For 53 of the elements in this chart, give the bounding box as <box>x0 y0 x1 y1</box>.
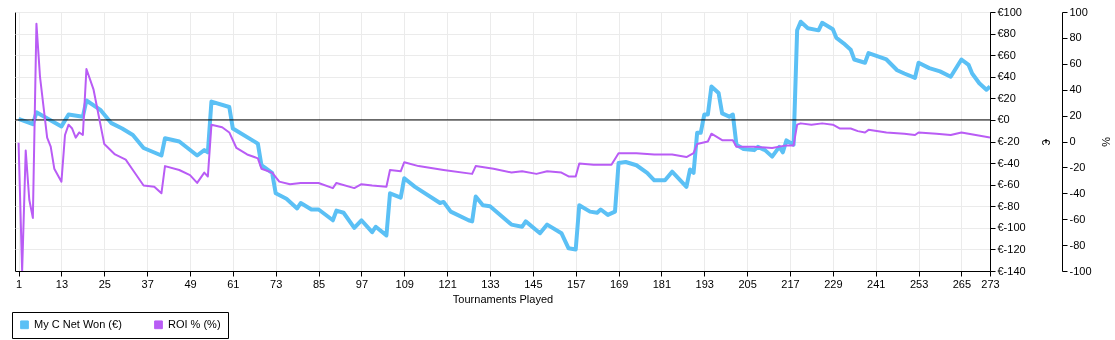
y-tick-label: €-140 <box>997 264 1026 277</box>
x-tick-label: 217 <box>781 277 800 290</box>
x-axis-title: Tournaments Played <box>452 292 554 305</box>
legend-label: My C Net Won (€) <box>34 317 122 330</box>
x-tick-label: 241 <box>867 277 886 290</box>
y2-tick-label: 80 <box>1069 31 1082 44</box>
x-tick-label: 157 <box>567 277 586 290</box>
y-tick-label: €-80 <box>997 199 1020 212</box>
y-tick-label: €100 <box>997 5 1022 18</box>
y2-tick-label: -60 <box>1069 212 1086 225</box>
x-tick-label: 97 <box>355 277 369 290</box>
y2-tick-label: -100 <box>1069 264 1092 277</box>
y2-tick-label: -40 <box>1069 186 1086 199</box>
x-tick-label: 265 <box>952 277 972 290</box>
y2-axis-title: % <box>1099 137 1112 148</box>
legend-label: ROI % (%) <box>168 317 221 330</box>
y-tick-label: €80 <box>997 27 1016 40</box>
x-tick-label: 205 <box>738 277 757 290</box>
y2-tick-label: -20 <box>1069 160 1086 173</box>
x-tick-label: 13 <box>55 277 69 290</box>
y-tick-label: €-40 <box>997 156 1020 169</box>
y2-tick-label: 100 <box>1069 5 1088 18</box>
x-tick-label: 85 <box>312 277 326 290</box>
y-tick-label: €40 <box>997 70 1016 83</box>
x-tick-label: 49 <box>184 277 197 290</box>
x-tick-label: 253 <box>909 277 929 290</box>
x-tick-label: 181 <box>652 277 672 290</box>
y2-tick-label: 60 <box>1069 57 1082 70</box>
y2-tick-label: -80 <box>1069 238 1086 251</box>
y-tick-label: €60 <box>997 48 1016 61</box>
x-tick-label: 61 <box>227 277 240 290</box>
y-tick-label: €-100 <box>997 221 1026 234</box>
x-tick-label: 121 <box>438 277 457 290</box>
y-tick-label: €-120 <box>997 242 1026 255</box>
x-tick-label: 37 <box>141 277 154 290</box>
x-tick-label: 133 <box>481 277 500 290</box>
x-tick-label: 1 <box>16 277 23 290</box>
x-tick-label: 145 <box>524 277 543 290</box>
x-tick-label: 109 <box>395 277 414 290</box>
y2-tick-label: 20 <box>1069 109 1082 122</box>
x-tick-label: 193 <box>695 277 714 290</box>
y2-tick-label: 40 <box>1069 83 1082 96</box>
y2-tick-label: 0 <box>1069 135 1076 147</box>
y-tick-label: €-60 <box>997 178 1020 191</box>
y-axis-title: € <box>1039 138 1052 146</box>
y-tick-label: €0 <box>997 113 1010 126</box>
x-tick-label: 25 <box>98 277 111 290</box>
x-tick-label: 273 <box>981 277 1000 290</box>
x-tick-label: 169 <box>609 277 629 290</box>
x-tick-label: 73 <box>270 277 283 290</box>
y-tick-label: €-20 <box>997 135 1020 147</box>
y-tick-label: €20 <box>997 91 1016 104</box>
x-tick-label: 229 <box>824 277 843 290</box>
